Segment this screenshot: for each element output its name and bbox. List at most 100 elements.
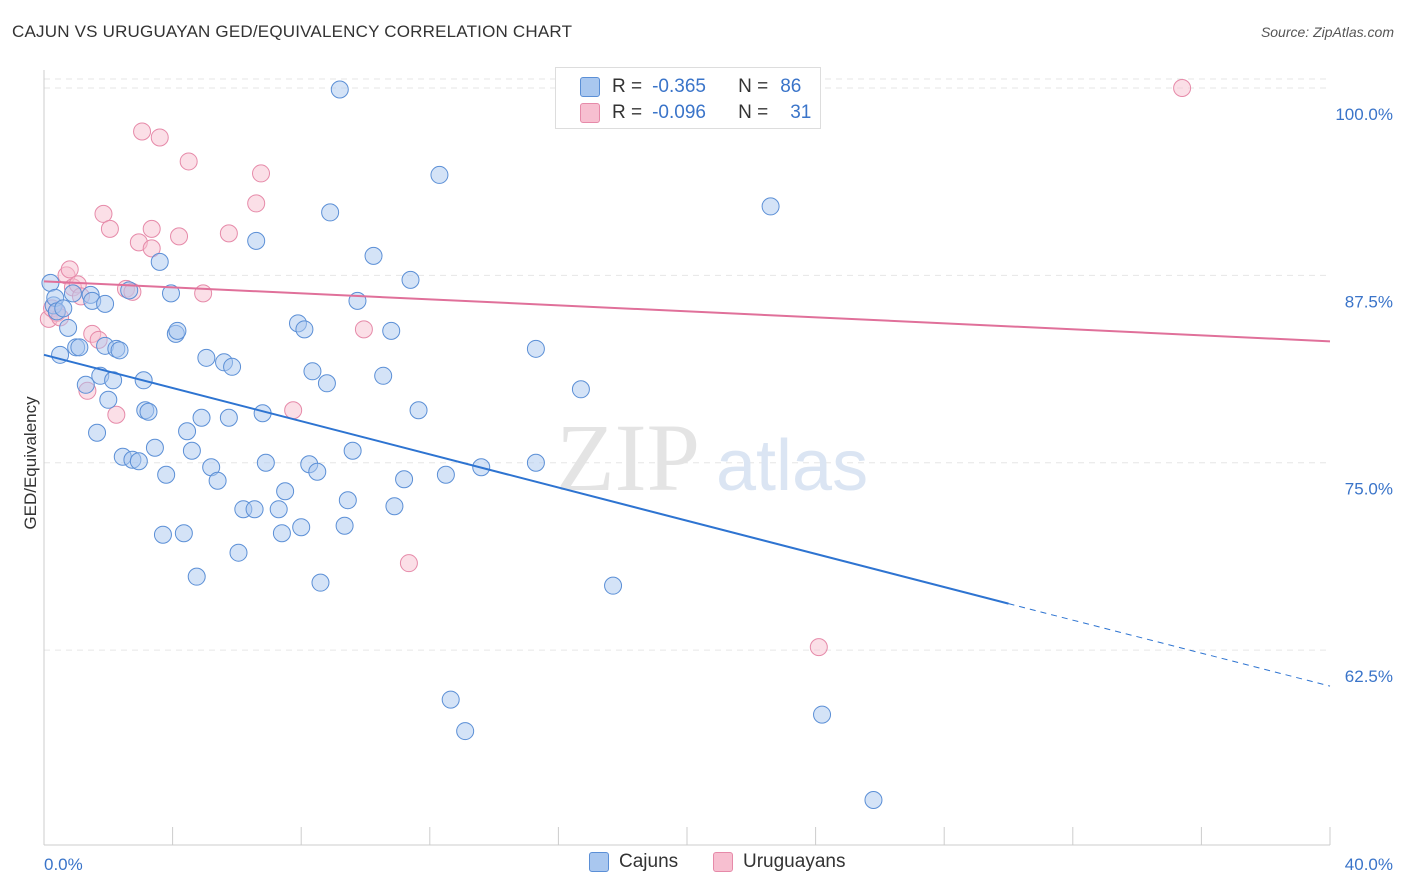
cajun-point xyxy=(153,525,172,544)
cajun-point xyxy=(308,462,327,481)
cajun-point xyxy=(59,318,78,337)
uruguayan-point xyxy=(399,554,418,573)
cajun-point xyxy=(374,366,393,385)
cajun-point xyxy=(54,299,73,318)
trend-lines xyxy=(43,280,1331,687)
cajun-point xyxy=(76,375,95,394)
uruguayan-point xyxy=(179,152,198,171)
uruguayan-point xyxy=(150,128,169,147)
y-tick-label: 87.5% xyxy=(1345,292,1393,311)
uruguayan-point xyxy=(354,320,373,339)
cajuns-n-value: 86 xyxy=(780,76,802,97)
cajun-point xyxy=(129,452,148,471)
uruguayan-point xyxy=(809,638,828,657)
cajun-point xyxy=(321,203,340,222)
series-legend: Cajuns Uruguayans xyxy=(0,851,1406,879)
x-tick-label: 40.0% xyxy=(1345,855,1393,874)
uruguayan-trend-line xyxy=(43,280,1331,343)
x-tick-label: 0.0% xyxy=(44,855,83,874)
source-note: Source: ZipAtlas.com xyxy=(1260,24,1394,40)
cajun-point xyxy=(343,441,362,460)
cajun-point xyxy=(571,380,590,399)
y-tick-label: 75.0% xyxy=(1345,480,1393,499)
cajun-point xyxy=(192,408,211,427)
uruguayan-point xyxy=(142,219,161,238)
legend-item-cajuns[interactable]: Cajuns xyxy=(589,851,678,873)
cajun-point xyxy=(174,524,193,543)
cajun-point xyxy=(272,524,291,543)
uruguayan-point xyxy=(1173,78,1192,97)
cajun-point xyxy=(150,252,169,271)
cajun-point xyxy=(385,497,404,516)
watermark-atlas: atlas xyxy=(716,426,868,506)
cajun-point xyxy=(157,465,176,484)
tick-labels: 62.5% 75.0% 87.5% 100.0% 0.0% 40.0% xyxy=(44,105,1393,874)
uruguayans-legend-icon xyxy=(713,852,733,872)
cajun-point xyxy=(219,408,238,427)
correlation-legend: R = -0.365 N = 86 R = -0.096 N = 31 xyxy=(555,67,821,129)
cajun-trend-line xyxy=(43,353,1009,605)
cajun-point xyxy=(110,341,129,360)
uruguayan-point xyxy=(284,401,303,420)
uruguayans-n-value: 31 xyxy=(790,102,812,123)
cajun-point xyxy=(63,284,82,303)
cajun-point xyxy=(245,500,264,519)
legend-item-uruguayans[interactable]: Uruguayans xyxy=(713,851,845,873)
cajun-point xyxy=(276,482,295,501)
cajun-point xyxy=(330,80,349,99)
uruguayan-point xyxy=(133,122,152,141)
cajun-point xyxy=(145,438,164,457)
cajun-point xyxy=(401,270,420,289)
cajun-point xyxy=(292,518,311,537)
cajun-point xyxy=(247,231,266,250)
cajun-point xyxy=(161,284,180,303)
cajun-point xyxy=(456,722,475,741)
y-tick-label: 62.5% xyxy=(1345,667,1393,686)
data-points xyxy=(39,78,1192,810)
uruguayans-r-value: -0.096 xyxy=(652,102,706,123)
legend-label-uruguayans: Uruguayans xyxy=(743,851,846,872)
cajun-point xyxy=(139,402,158,421)
cajun-point xyxy=(317,374,336,393)
r-label: R = xyxy=(612,76,643,97)
y-axis-label: GED/Equivalency xyxy=(21,396,40,530)
n-label: N = xyxy=(738,76,769,97)
cajun-trend-extension xyxy=(1008,603,1331,687)
cajun-point xyxy=(441,690,460,709)
uruguayan-point xyxy=(94,204,113,223)
cajun-point xyxy=(864,791,883,810)
cajun-point xyxy=(99,390,118,409)
cajun-point xyxy=(382,321,401,340)
cajun-point xyxy=(338,491,357,510)
watermark-zip: ZIP xyxy=(556,404,700,511)
cajun-point xyxy=(526,453,545,472)
uruguayan-point xyxy=(194,284,213,303)
cajun-point xyxy=(364,246,383,265)
cajun-point xyxy=(436,465,455,484)
cajun-point xyxy=(256,453,275,472)
cajun-point xyxy=(96,294,115,313)
uruguayan-point xyxy=(247,194,266,213)
cajuns-legend-icon xyxy=(589,852,609,872)
uruguayan-point xyxy=(170,227,189,246)
cajun-point xyxy=(187,567,206,586)
correlation-row-cajuns: R = -0.365 N = 86 xyxy=(580,75,801,99)
cajuns-swatch-icon xyxy=(580,77,600,97)
cajun-point xyxy=(269,500,288,519)
cajun-point xyxy=(311,573,330,592)
uruguayan-point xyxy=(60,260,79,279)
cajun-point xyxy=(335,516,354,535)
n-label: N = xyxy=(738,102,769,123)
r-label: R = xyxy=(612,102,643,123)
uruguayan-point xyxy=(142,239,161,258)
cajun-point xyxy=(168,321,187,340)
correlation-row-uruguayans: R = -0.096 N = 31 xyxy=(580,101,811,125)
cajun-point xyxy=(229,543,248,562)
legend-label-cajuns: Cajuns xyxy=(619,851,679,872)
cajun-point xyxy=(526,339,545,358)
cajun-point xyxy=(70,338,89,357)
cajun-point xyxy=(223,357,242,376)
uruguayans-swatch-icon xyxy=(580,103,600,123)
cajun-point xyxy=(395,470,414,489)
